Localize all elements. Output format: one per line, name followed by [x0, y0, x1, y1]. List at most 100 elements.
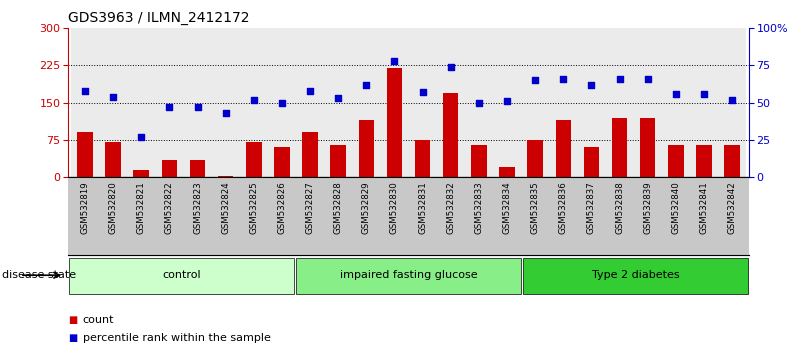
Text: impaired fasting glucose: impaired fasting glucose [340, 270, 477, 280]
Text: disease state: disease state [2, 270, 76, 280]
Point [135, 134, 147, 140]
Text: GSM532822: GSM532822 [165, 181, 174, 234]
Bar [218, 176, 233, 177]
Bar [471, 145, 486, 177]
Text: GSM532833: GSM532833 [474, 181, 483, 234]
Text: GSM532832: GSM532832 [446, 181, 455, 234]
Bar [134, 170, 149, 177]
Point [248, 97, 260, 103]
Bar [522, 258, 748, 293]
Point [698, 91, 710, 97]
Bar [302, 132, 318, 177]
Text: GSM532829: GSM532829 [362, 181, 371, 234]
Text: GSM532831: GSM532831 [418, 181, 427, 234]
Bar [127, 28, 155, 177]
Bar [352, 28, 380, 177]
Point [78, 88, 91, 93]
Bar [606, 28, 634, 177]
Text: GSM532834: GSM532834 [502, 181, 512, 234]
Bar [690, 28, 718, 177]
Bar [443, 93, 458, 177]
Text: GSM532841: GSM532841 [699, 181, 708, 234]
Bar [668, 145, 683, 177]
Bar [493, 28, 521, 177]
Bar [324, 28, 352, 177]
Text: GSM532835: GSM532835 [530, 181, 540, 234]
Text: ■: ■ [68, 333, 78, 343]
Bar [296, 28, 324, 177]
Point [557, 76, 570, 82]
Bar [239, 28, 268, 177]
Point [585, 82, 598, 88]
Text: percentile rank within the sample: percentile rank within the sample [83, 333, 271, 343]
Bar [106, 142, 121, 177]
Text: GSM532820: GSM532820 [109, 181, 118, 234]
Point [360, 82, 372, 88]
Text: Type 2 diabetes: Type 2 diabetes [592, 270, 679, 280]
Bar [584, 147, 599, 177]
Bar [578, 28, 606, 177]
Text: GSM532836: GSM532836 [559, 181, 568, 234]
Text: ■: ■ [68, 315, 78, 325]
Bar [556, 120, 571, 177]
Text: GSM532824: GSM532824 [221, 181, 230, 234]
Bar [296, 258, 521, 293]
Bar [549, 28, 578, 177]
Bar [155, 28, 183, 177]
Point [304, 88, 316, 93]
Bar [69, 258, 295, 293]
Bar [437, 28, 465, 177]
Text: GSM532837: GSM532837 [587, 181, 596, 234]
Text: control: control [163, 270, 201, 280]
Point [219, 110, 232, 116]
Text: GSM532826: GSM532826 [277, 181, 287, 234]
Bar [387, 68, 402, 177]
Bar [211, 28, 239, 177]
Text: GSM532838: GSM532838 [615, 181, 624, 234]
Text: GSM532827: GSM532827 [305, 181, 315, 234]
Bar [409, 28, 437, 177]
Point [163, 104, 175, 110]
Bar [331, 145, 346, 177]
Bar [246, 142, 261, 177]
Point [726, 97, 739, 103]
Point [642, 76, 654, 82]
Bar [415, 140, 430, 177]
Bar [71, 28, 99, 177]
Bar [77, 132, 93, 177]
Bar [696, 145, 711, 177]
Bar [724, 145, 740, 177]
Point [529, 78, 541, 83]
Text: count: count [83, 315, 114, 325]
Point [191, 104, 204, 110]
Bar [718, 28, 746, 177]
Bar [634, 28, 662, 177]
Bar [359, 120, 374, 177]
Point [445, 64, 457, 70]
Point [613, 76, 626, 82]
Bar [268, 28, 296, 177]
Point [473, 100, 485, 105]
Text: GSM532819: GSM532819 [80, 181, 90, 234]
Bar [521, 28, 549, 177]
Text: GDS3963 / ILMN_2412172: GDS3963 / ILMN_2412172 [68, 11, 250, 25]
Point [417, 90, 429, 95]
Bar [190, 160, 205, 177]
Bar [527, 140, 543, 177]
Text: GSM532828: GSM532828 [334, 181, 343, 234]
Bar [640, 118, 655, 177]
Text: GSM532840: GSM532840 [671, 181, 680, 234]
Text: GSM532823: GSM532823 [193, 181, 202, 234]
Point [670, 91, 682, 97]
Text: GSM532839: GSM532839 [643, 181, 652, 234]
Bar [612, 118, 627, 177]
Point [501, 98, 513, 104]
Bar [162, 160, 177, 177]
Text: GSM532842: GSM532842 [727, 181, 737, 234]
Text: GSM532825: GSM532825 [249, 181, 258, 234]
Point [276, 100, 288, 105]
Bar [465, 28, 493, 177]
Point [107, 94, 119, 99]
Point [388, 58, 400, 64]
Bar [662, 28, 690, 177]
